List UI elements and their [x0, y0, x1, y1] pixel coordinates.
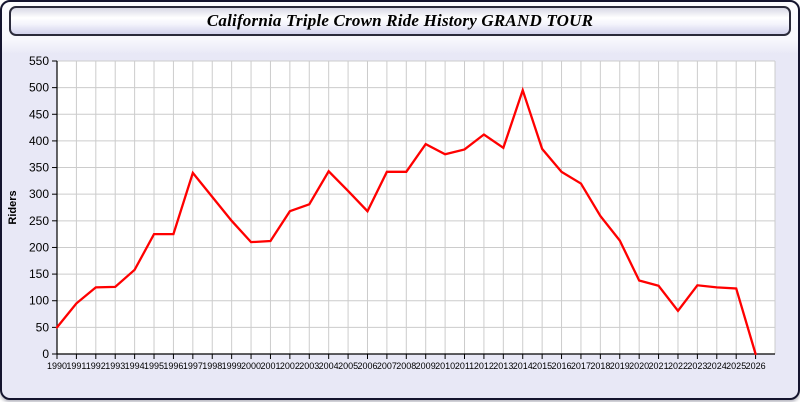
x-tick-label: 2001: [260, 361, 280, 371]
x-tick-label: 2000: [241, 361, 261, 371]
x-tick-label: 2026: [746, 361, 766, 371]
x-tick-label: 1996: [163, 361, 183, 371]
riders-line: [55, 86, 757, 356]
plot-area: [57, 61, 775, 354]
x-tick-label: 2005: [338, 361, 358, 371]
x-tick-label: 2003: [299, 361, 319, 371]
y-tick-label: 500: [29, 81, 49, 95]
x-tick-label: 2004: [319, 361, 339, 371]
x-tick-label: 2015: [532, 361, 552, 371]
y-tick-label: 150: [29, 267, 49, 281]
x-tick-label: 2013: [493, 361, 513, 371]
x-tick-label: 1990: [47, 361, 67, 371]
x-tick-label: 2008: [396, 361, 416, 371]
x-tick-label: 2022: [668, 361, 688, 371]
y-tick-label: 100: [29, 294, 49, 308]
x-tick-label: 2025: [726, 361, 746, 371]
x-tick-label: 1993: [105, 361, 125, 371]
y-tick-label: 250: [29, 214, 49, 228]
x-tick-label: 1992: [86, 361, 106, 371]
x-tick-label: 2018: [590, 361, 610, 371]
y-tick-label: 350: [29, 161, 49, 175]
chart-title: California Triple Crown Ride History GRA…: [206, 11, 594, 30]
x-tick-label: 2012: [474, 361, 494, 371]
x-tick-label: 2024: [707, 361, 727, 371]
x-tick-label: 2014: [513, 361, 533, 371]
y-axis-label: Riders: [7, 190, 19, 224]
y-tick-label: 200: [29, 240, 49, 254]
x-tick-label: 2023: [687, 361, 707, 371]
x-tick-label: 2007: [377, 361, 397, 371]
x-tick-label: 2006: [357, 361, 377, 371]
x-tick-label: 1995: [144, 361, 164, 371]
x-tick-label: 2016: [552, 361, 572, 371]
x-tick-label: 2010: [435, 361, 455, 371]
x-tick-label: 1999: [222, 361, 242, 371]
y-tick-label: 450: [29, 107, 49, 121]
x-tick-label: 2017: [571, 361, 591, 371]
x-tick-label: 2009: [416, 361, 436, 371]
y-tick-label: 550: [29, 54, 49, 68]
x-tick-label: 1994: [125, 361, 145, 371]
x-tick-label: 1998: [202, 361, 222, 371]
chart-title-bar: California Triple Crown Ride History GRA…: [9, 6, 791, 36]
x-tick-label: 2011: [455, 361, 474, 371]
x-tick-label: 2021: [649, 361, 669, 371]
y-tick-label: 50: [36, 320, 50, 334]
x-tick-label: 2002: [280, 361, 300, 371]
y-tick-label: 400: [29, 134, 49, 148]
y-tick-label: 300: [29, 187, 49, 201]
y-tick-label: 0: [42, 347, 49, 361]
x-tick-label: 1991: [66, 361, 86, 371]
x-tick-label: 2019: [610, 361, 630, 371]
x-tick-label: 2020: [629, 361, 649, 371]
x-tick-label: 1997: [183, 361, 203, 371]
